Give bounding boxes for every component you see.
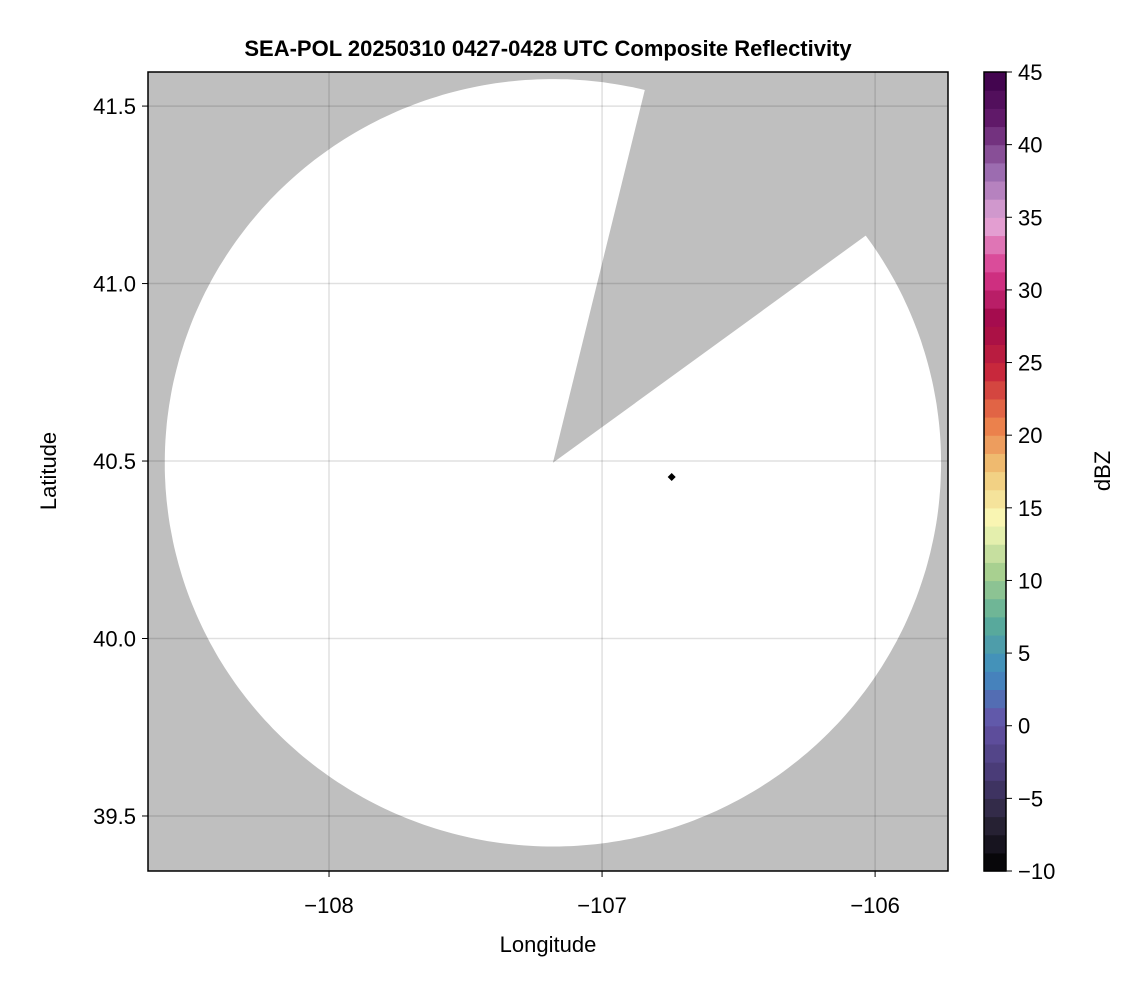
radar-marker — [667, 473, 676, 482]
colorbar-tick-label: 5 — [1018, 641, 1030, 666]
colorbar-band — [984, 398, 1006, 418]
colorbar-band — [984, 471, 1006, 491]
colorbar-band — [984, 362, 1006, 382]
y-tick-label: 41.5 — [93, 94, 136, 119]
colorbar-band — [984, 144, 1006, 164]
colorbar-band — [984, 852, 1006, 872]
colorbar-band — [984, 417, 1006, 436]
colorbar-band — [984, 598, 1006, 618]
colorbar-band — [984, 834, 1006, 854]
colorbar-band — [984, 162, 1006, 182]
colorbar-band — [984, 180, 1006, 200]
colorbar-band — [984, 725, 1006, 745]
colorbar-band — [984, 235, 1006, 255]
colorbar-tick-label: 0 — [1018, 714, 1030, 739]
colorbar-tick-label: 30 — [1018, 278, 1042, 303]
plot-area — [147, 71, 949, 872]
colorbar-band — [984, 380, 1006, 400]
colorbar-tick-label: 20 — [1018, 423, 1042, 448]
colorbar-band — [984, 507, 1006, 527]
colorbar-band — [984, 743, 1006, 763]
colorbar-band — [984, 489, 1006, 509]
x-axis: −108 −107 −106 — [304, 871, 900, 918]
colorbar-band — [984, 253, 1006, 273]
colorbar-band — [984, 707, 1006, 727]
x-axis-label: Longitude — [500, 932, 597, 957]
colorbar-tick-label: 25 — [1018, 351, 1042, 376]
colorbar-tick-label: −10 — [1018, 859, 1055, 884]
colorbar-band — [984, 271, 1006, 291]
colorbar-band — [984, 798, 1006, 818]
colorbar-band — [984, 544, 1006, 563]
colorbar-band — [984, 562, 1006, 582]
colorbar-band — [984, 126, 1006, 146]
y-axis-label: Latitude — [36, 432, 61, 510]
colorbar-band — [984, 653, 1006, 672]
y-tick-label: 40.5 — [93, 449, 136, 474]
colorbar-tick-label: 15 — [1018, 496, 1042, 521]
colorbar: −10 −5 0 5 10 15 20 25 30 35 40 45 — [983, 60, 1055, 884]
colorbar-band — [984, 435, 1006, 454]
colorbar-band — [984, 453, 1006, 473]
colorbar-band — [984, 762, 1006, 781]
colorbar-band — [984, 344, 1006, 364]
colorbar-tick-label: 40 — [1018, 133, 1042, 158]
y-axis: 39.5 40.0 40.5 41.0 41.5 — [93, 94, 148, 829]
colorbar-band — [984, 217, 1006, 237]
colorbar-tick-label: 35 — [1018, 205, 1042, 230]
colorbar-frame — [983, 71, 1007, 872]
colorbar-band — [984, 90, 1006, 109]
radar-coverage-area — [164, 79, 942, 847]
colorbar-band — [984, 326, 1006, 345]
colorbar-band — [984, 780, 1006, 799]
colorbar-tick-label: 10 — [1018, 568, 1042, 593]
x-tick-label: −106 — [850, 893, 900, 918]
y-tick-label: 39.5 — [93, 804, 136, 829]
y-tick-label: 40.0 — [93, 627, 136, 652]
x-tick-label: −108 — [304, 893, 354, 918]
colorbar-tick-label: 45 — [1018, 60, 1042, 85]
colorbar-band — [984, 72, 1006, 91]
y-tick-label: 41.0 — [93, 272, 136, 297]
colorbar-band — [984, 289, 1006, 309]
x-tick-label: −107 — [577, 893, 627, 918]
colorbar-band — [984, 671, 1006, 691]
plot-frame — [147, 71, 949, 872]
colorbar-label: dBZ — [1090, 451, 1115, 491]
colorbar-band — [984, 816, 1006, 836]
colorbar-band — [984, 616, 1006, 636]
colorbar-band — [984, 689, 1006, 709]
colorbar-band — [984, 308, 1006, 327]
colorbar-tick-label: −5 — [1018, 786, 1043, 811]
colorbar-band — [984, 580, 1006, 600]
colorbar-band — [984, 108, 1006, 128]
colorbar-band — [984, 199, 1006, 218]
colorbar-band — [984, 525, 1006, 545]
chart-title: SEA-POL 20250310 0427-0428 UTC Composite… — [244, 36, 852, 61]
colorbar-band — [984, 634, 1006, 654]
